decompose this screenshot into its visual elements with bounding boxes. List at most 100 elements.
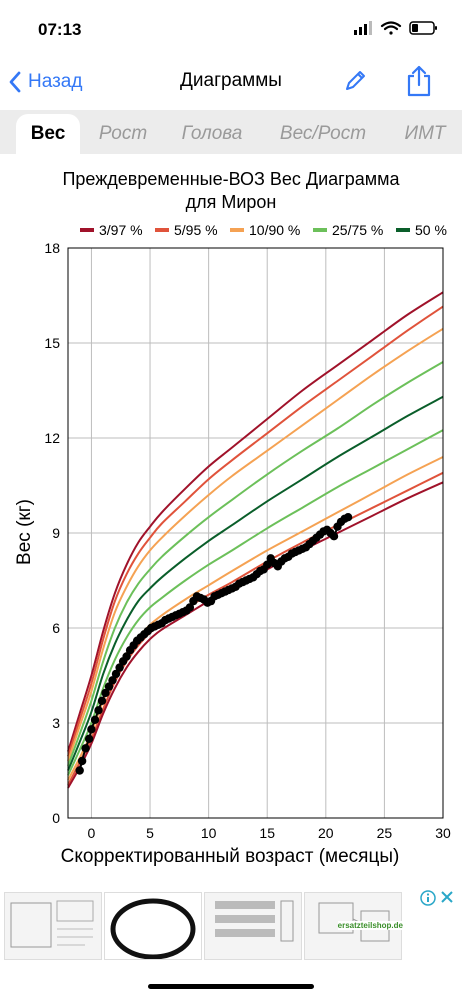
percentile-curves: [67, 291, 444, 789]
percentile-curve-90: [67, 327, 444, 762]
legend-label: 50 %: [415, 222, 447, 238]
measurement-point: [87, 725, 96, 734]
growth-chart: 0 5 10 15 20 25 30 0 3 6 9 12 15 18 Скорректированны…: [14, 240, 451, 867]
tab-label: Вес: [30, 123, 66, 144]
ad-choices-badge[interactable]: [420, 890, 454, 906]
x-tick-label: 20: [318, 825, 334, 841]
ad-product-thumbnail[interactable]: [104, 892, 202, 960]
measurement-point: [108, 676, 117, 685]
x-tick-label: 0: [88, 825, 96, 841]
y-tick-label: 0: [52, 810, 60, 826]
legend-label: 25/75 %: [332, 222, 384, 238]
percentile-curve-3: [67, 481, 444, 789]
legend-swatch: [230, 228, 244, 232]
appliance-diagram-icon: [10, 900, 94, 948]
chart-grid: [68, 248, 443, 818]
y-tick-label: 6: [52, 620, 60, 636]
legend-item: 3/97 %: [80, 222, 143, 238]
legend-item: 50 %: [396, 222, 447, 238]
measurement-point: [115, 663, 124, 672]
ad-banner[interactable]: ersatzteilshop.de: [0, 888, 462, 968]
ad-brand-logo: ersatzteilshop.de: [337, 921, 403, 930]
y-tick-label: 9: [52, 525, 60, 541]
measurement-point: [111, 669, 121, 679]
nav-bar: Назад Диаграммы: [0, 56, 462, 108]
chart-legend: 3/97 % 5/95 % 10/90 % 25/75 % 50 %: [0, 222, 462, 242]
battery-icon: [409, 21, 437, 35]
measurement-point: [77, 756, 87, 766]
measurement-point: [84, 734, 94, 743]
percentile-curve-50: [67, 395, 444, 771]
share-button[interactable]: [405, 64, 433, 103]
percentile-curve-10: [67, 456, 444, 781]
edit-button[interactable]: [342, 68, 368, 99]
tab-label: Рост: [98, 123, 148, 144]
y-tick-label: 3: [52, 715, 60, 731]
tab-weight[interactable]: Вес: [16, 114, 80, 154]
legend-item: 10/90 %: [230, 222, 300, 238]
legend-label: 10/90 %: [249, 222, 301, 238]
measurement-point: [97, 696, 107, 705]
tab-head[interactable]: Голова: [166, 114, 258, 154]
y-tick-label: 15: [44, 335, 60, 351]
wifi-icon: [380, 21, 402, 35]
measurement-point: [185, 603, 195, 612]
ad-info-icon: [420, 890, 436, 906]
measurement-line: [78, 516, 349, 771]
measurement-point: [101, 688, 110, 698]
gasket-ring-icon: [110, 898, 196, 960]
back-button[interactable]: Назад: [8, 66, 82, 98]
measurement-point: [329, 532, 339, 541]
status-icons: [354, 20, 440, 41]
legend-label: 5/95 %: [174, 222, 218, 238]
measurement-point: [343, 513, 353, 522]
status-bar: 07:13: [0, 0, 462, 56]
tab-bmi[interactable]: ИМТ: [388, 114, 462, 154]
measurement-point: [81, 744, 90, 753]
tab-bar: Вес Рост Голова Вес/Рост ИМТ: [0, 110, 462, 154]
measurement-point: [263, 560, 272, 569]
x-tick-label: 30: [435, 825, 451, 841]
pencil-icon: [346, 71, 365, 90]
ad-product-thumbnail[interactable]: ersatzteilshop.de: [304, 892, 403, 960]
home-indicator: [148, 984, 314, 989]
tab-label: Голова: [181, 123, 243, 144]
tab-label: Вес/Рост: [279, 123, 367, 144]
legend-swatch: [396, 228, 410, 232]
measurement-series: [75, 513, 353, 775]
x-axis-label: Скорректированный возраст (месяцы): [61, 846, 400, 867]
chart-title-line1: Преждевременные-ВОЗ Вес Диаграмма: [62, 169, 400, 189]
tab-height[interactable]: Рост: [86, 114, 160, 154]
measurement-point: [104, 682, 114, 691]
chevron-left-icon: [9, 71, 21, 93]
back-button-label: Назад: [28, 71, 83, 92]
plot-frame: [67, 247, 444, 819]
chart-title-line2: для Мирон: [185, 192, 277, 212]
percentile-curve-97: [67, 291, 444, 752]
percentile-curve-95: [67, 305, 444, 757]
close-icon: [441, 891, 453, 903]
parts-diagram-icon: [215, 900, 294, 942]
x-tick-label: 5: [146, 825, 154, 841]
y-tick-label: 12: [44, 430, 60, 446]
percentile-curve-75: [67, 361, 444, 767]
share-icon: [407, 65, 431, 97]
y-tick-label: 18: [44, 240, 60, 256]
y-axis-label: Вес (кг): [14, 499, 35, 565]
legend-item: 25/75 %: [313, 222, 383, 238]
signal-icon: [354, 21, 372, 35]
x-tick-label: 10: [201, 825, 217, 841]
measurement-point: [75, 766, 84, 775]
x-tick-labels: 0 5 10 15 20 25 30: [88, 825, 451, 841]
legend-swatch: [80, 228, 94, 232]
ad-product-thumbnail[interactable]: [204, 892, 302, 960]
page-title: Диаграммы: [180, 70, 282, 91]
x-tick-label: 25: [377, 825, 393, 841]
y-tick-labels: 0 3 6 9 12 15 18: [44, 240, 60, 826]
measurement-point: [90, 715, 100, 724]
tab-label: ИМТ: [404, 123, 446, 144]
tab-weight-height[interactable]: Вес/Рост: [264, 114, 382, 154]
ad-product-thumbnail[interactable]: [4, 892, 102, 960]
legend-swatch: [313, 228, 327, 232]
legend-label: 3/97 %: [99, 222, 143, 238]
